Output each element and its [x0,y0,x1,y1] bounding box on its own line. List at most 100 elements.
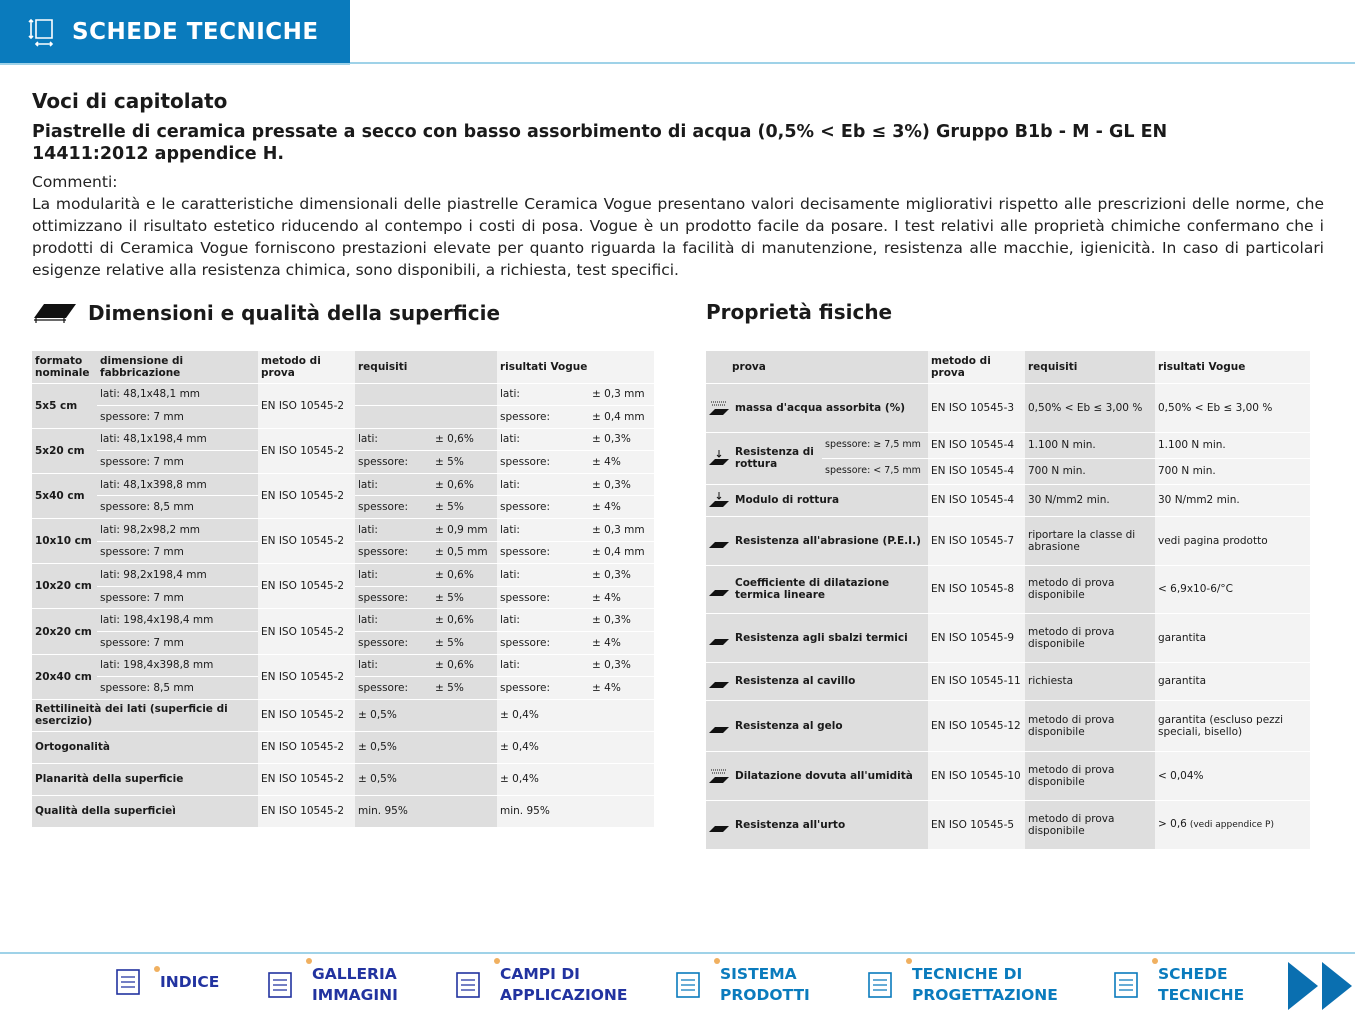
requirement-value [432,383,497,407]
result-value: < 0,04% [1155,751,1310,801]
left-section-heading: Dimensioni e qualità della superficie [32,300,500,326]
result-value: ± 4% [589,495,654,520]
nav-label: SCHEDE TECNICHE [1152,958,1308,1006]
requirement-label [355,383,432,407]
result-text: garantita (escluso pezzi speciali, bisel… [1158,713,1284,738]
nav-item-tiles[interactable]: SISTEMA PRODOTTI [670,958,870,1006]
table-row: spessore: 8,5 mm spessore: ± 5% spessore: ± … [32,495,654,520]
nav-item-camera[interactable]: GALLERIA IMMAGINI [262,958,462,1006]
result-text: > 0,6 [1158,818,1187,830]
requirement-value: metodo di prova disponibile [1025,751,1155,801]
comments-label: Commenti: [32,173,118,191]
camera-icon [268,972,292,998]
indicator-dot [494,958,500,964]
result-value: garantita (escluso pezzi speciali, bisel… [1155,700,1310,752]
property-label: Resistenza di rottura [706,432,822,485]
table-header-row: formato nominale dimensione di fabbricazi… [32,351,654,384]
dimensions-table: formato nominale dimensione di fabbricazi… [32,351,654,828]
thickness-condition: spessore: < 7,5 mm [822,458,928,485]
property-label: massa d'acqua assorbita (%) [706,383,928,433]
requirement-label: spessore: [355,676,432,700]
table-row: spessore: 7 mm spessore: ± 5% spessore: ± 4% [32,586,654,610]
column-header: requisiti [1025,351,1155,384]
dimensions-icon [1114,972,1138,998]
pei-abrasion-icon [709,541,729,548]
requirement-value: metodo di prova disponibile [1025,800,1155,850]
next-page-button[interactable] [1286,960,1354,1012]
nav-item-bookmark-list[interactable]: INDICE [110,964,250,1000]
dimension-sides: lati: 48,1x48,1 mm [97,383,258,407]
nav-item-checklist[interactable]: CAMPI DI APPLICAZIONE [450,958,650,1006]
format-cell: 20x20 cm [32,608,97,655]
nav-item-drafting-tools[interactable]: TECNICHE DI PROGETTAZIONE [862,958,1062,1006]
breaking-strength-icon [709,450,729,465]
result-label: spessore: [497,495,589,520]
section-title: Voci di capitolato [32,89,228,113]
result-value: < 6,9x10-6/°C [1155,565,1310,614]
result-label: spessore: [497,405,589,429]
dimension-thickness: spessore: 8,5 mm [97,495,258,520]
property-name: massa d'acqua assorbita (%) [735,401,906,414]
result-value: ± 4% [589,676,654,700]
requirement-label: lati: [355,518,432,542]
result-value: 700 N min. [1155,458,1310,485]
test-method: EN ISO 10545-2 [258,795,355,828]
thermal-expansion-icon [709,590,729,596]
property-name: Modulo di rottura [735,494,840,506]
table-row: spessore: 7 mm spessore: ± 0,4 mm [32,405,654,429]
requirement-label: spessore: [355,631,432,655]
property-name: Resistenza agli sbalzi termici [735,631,908,644]
requirement-value: ± 0,6% [432,563,497,587]
result-value: ± 0,3% [589,563,654,587]
table-row: Ortogonalità EN ISO 10545-2 ± 0,5% ± 0,4% [32,731,654,764]
requirement-label: lati: [355,654,432,678]
result-value: garantita [1155,662,1310,701]
test-method: EN ISO 10545-2 [258,608,355,655]
format-cell: 10x10 cm [32,518,97,565]
table-row: spessore: 7 mm spessore: ± 5% spessore: ± 4% [32,631,654,655]
table-row: Planarità della superficie EN ISO 10545-2… [32,763,654,796]
requirement-value: 700 N min. [1025,458,1155,485]
indicator-dot [154,965,160,972]
indicator-dot [906,958,912,964]
test-method: EN ISO 10545-3 [928,383,1025,433]
column-header: metodo di prova [928,351,1025,384]
requirement-value: ± 0,6% [432,608,497,633]
column-header: risultati Vogue [497,351,654,384]
result-value: ± 0,3% [589,654,654,678]
table-row: spessore: 8,5 mm spessore: ± 5% spessore: ± … [32,676,654,700]
table-row: 5x5 cm lati: 48,1x48,1 mm EN ISO 10545-2 la… [32,383,654,429]
physical-properties-table: prova metodo di prova requisiti risultati V… [706,351,1310,850]
frost-icon [709,726,729,733]
table-row: Resistenza all'urto EN ISO 10545-5 metodo … [706,800,1310,850]
property-name: Resistenza di rottura [735,446,814,470]
table-row: Dilatazione dovuta all'umidità EN ISO 105… [706,751,1310,801]
table-row: 5x40 cm lati: 48,1x398,8 mm EN ISO 10545-2… [32,473,654,520]
result-value: 1.100 N min. [1155,432,1310,459]
modulus-icon [709,492,729,507]
nav-item-dimensions[interactable]: SCHEDE TECNICHE [1108,958,1308,1006]
requirement-label: spessore: [355,586,432,610]
requirement-value [432,405,497,429]
format-cell: 5x40 cm [32,473,97,520]
dimension-thickness: spessore: 7 mm [97,541,258,565]
format-cell: 10x20 cm [32,563,97,610]
format-cell: 5x5 cm [32,383,97,429]
test-method: EN ISO 10545-12 [928,700,1025,752]
result-value: ± 4% [589,586,654,610]
format-cell: 20x40 cm [32,654,97,700]
result-value: garantita [1155,613,1310,663]
result-label: spessore: [497,450,589,474]
result-label: lati: [497,473,589,497]
table-row: spessore: 7 mm spessore: ± 5% spessore: ± 4% [32,450,654,474]
requirement-value: ± 0,5 mm [432,541,497,565]
table-row: 20x40 cm lati: 198,4x398,8 mm EN ISO 10545… [32,654,654,700]
result-value: ± 0,4% [497,763,654,796]
thermal-shock-icon [709,638,729,645]
result-value: ± 0,3% [589,608,654,633]
result-label: lati: [497,654,589,678]
dimension-thickness: spessore: 7 mm [97,450,258,474]
property-name: Resistenza all'abrasione (P.E.I.) [735,534,921,547]
property-label: Dilatazione dovuta all'umidità [706,751,928,801]
dimension-thickness: spessore: 7 mm [97,405,258,429]
